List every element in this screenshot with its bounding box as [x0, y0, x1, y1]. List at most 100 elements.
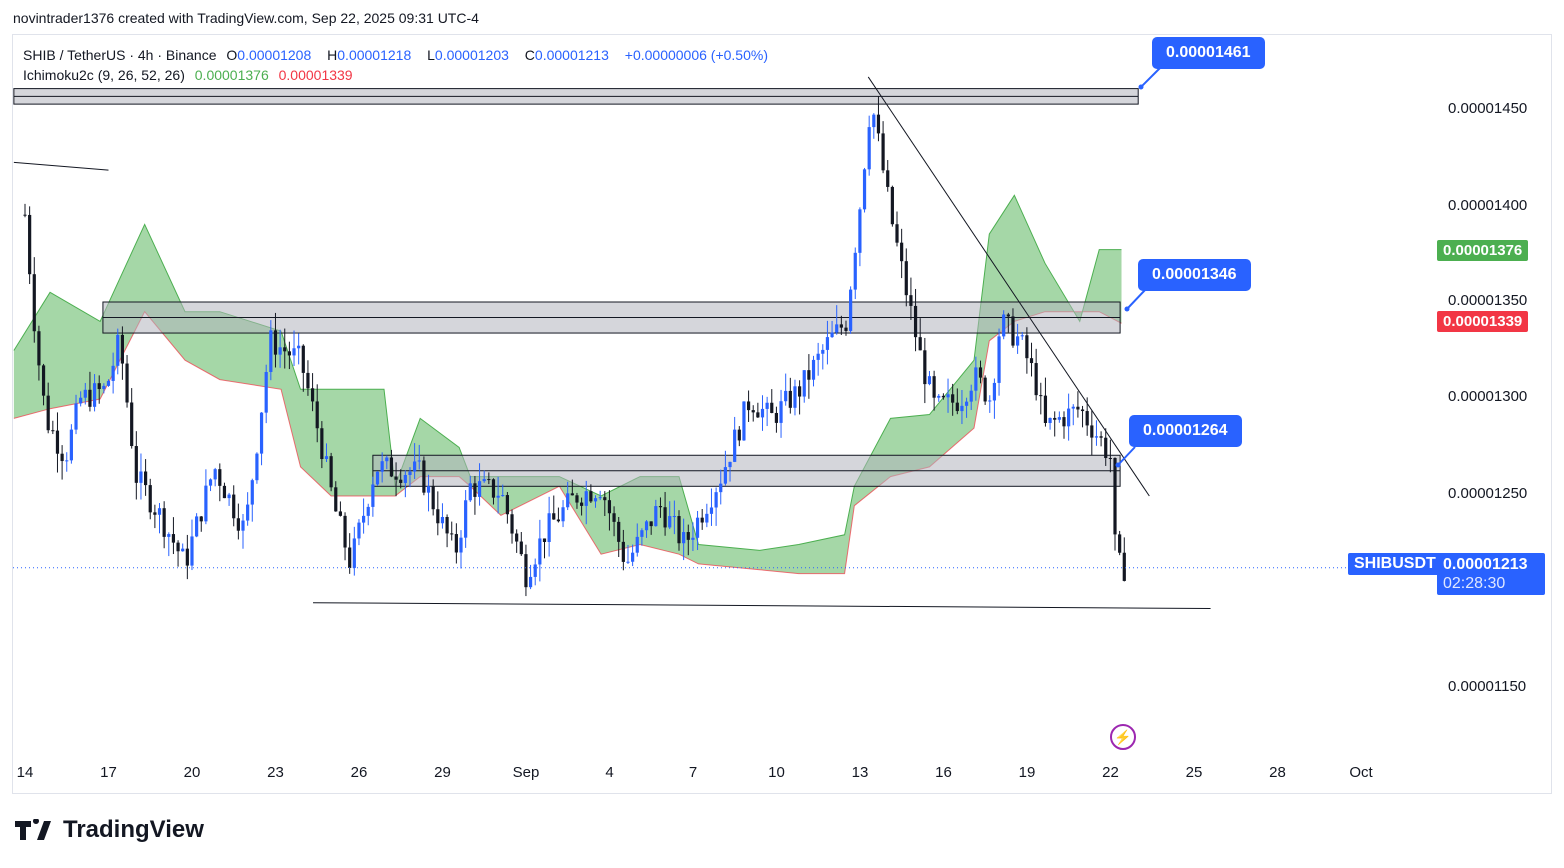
change-value: +0.00000006 (+0.50%) [624, 47, 768, 63]
candle-body [941, 395, 945, 398]
candle-body [695, 517, 700, 538]
candle-body [176, 542, 180, 552]
trendline [867, 76, 1150, 497]
candle-body [320, 428, 324, 460]
ichimoku-b-badge: 0.00001339 [1437, 311, 1529, 332]
candle-body [825, 337, 830, 350]
candle-body [436, 509, 440, 524]
candle-body [524, 554, 528, 588]
candle-body [157, 508, 162, 515]
candle-body [663, 507, 667, 528]
candle-body [32, 274, 36, 332]
candle-body [709, 507, 714, 514]
candle-body [978, 367, 983, 378]
price-callout[interactable]: 0.00001264 [1129, 415, 1242, 447]
candle-body [55, 430, 60, 454]
candle-body [301, 345, 305, 373]
candle-body [60, 453, 64, 462]
candle-body [195, 516, 199, 537]
high-label: H [327, 47, 338, 63]
candle-body [306, 372, 310, 389]
candle-body [505, 495, 509, 515]
candle-body [468, 483, 472, 501]
candle-body [97, 383, 101, 390]
price-callout[interactable]: 0.00001461 [1152, 37, 1265, 69]
candle-body [389, 457, 394, 477]
current-price-badge: 0.00001213 02:28:30 [1437, 553, 1545, 595]
candle-body [1016, 336, 1020, 346]
candle-body [204, 485, 208, 522]
open-label: O [226, 47, 238, 63]
candle-body [700, 517, 704, 523]
candle-body [635, 536, 639, 553]
symbol-info[interactable]: SHIB / TetherUS · 4h · Binance [23, 47, 217, 63]
candle-body [751, 410, 755, 413]
candle-body [120, 334, 125, 364]
candle-body [255, 453, 259, 481]
candle-body [909, 295, 913, 306]
candle-body [960, 405, 964, 412]
candle-body [1029, 358, 1034, 364]
candle-body [1108, 458, 1112, 460]
candle-body [190, 536, 194, 566]
candle-body [603, 497, 607, 501]
candle-body [927, 376, 932, 385]
ichimoku-span-b [13, 310, 1122, 575]
candle-body [1006, 314, 1010, 317]
candle-body [858, 209, 862, 253]
candle-body [821, 349, 825, 354]
trendline [13, 161, 109, 171]
candle-body [923, 350, 927, 385]
candle-body [992, 382, 997, 401]
candle-body [487, 479, 491, 481]
logo-text: TradingView [63, 816, 204, 843]
candle-body [570, 493, 574, 496]
candle-body [1053, 417, 1057, 420]
date-tick: Oct [1349, 764, 1373, 781]
date-tick: 16 [935, 764, 952, 781]
candle-body [770, 402, 774, 413]
candle-body [756, 412, 760, 418]
candle-body [37, 331, 41, 366]
lightning-icon[interactable]: ⚡ [1110, 724, 1136, 750]
candle-body [974, 367, 978, 391]
price-callout[interactable]: 0.00001346 [1138, 259, 1251, 291]
candle-body [477, 481, 482, 497]
price-tick: 0.00001150 [1448, 678, 1527, 695]
date-tick: 14 [16, 764, 34, 781]
candle-body [501, 495, 505, 497]
candle-body [283, 347, 287, 352]
candle-body [644, 521, 649, 531]
candle-body [69, 429, 73, 461]
candle-body [162, 508, 166, 537]
candle-body [385, 457, 389, 462]
candle-body [1011, 316, 1015, 346]
candle-body [366, 506, 370, 516]
candle-body [473, 483, 477, 497]
candle-body [1080, 409, 1085, 412]
tradingview-logo[interactable]: TradingView [15, 816, 204, 844]
candle-body [361, 515, 366, 523]
candle-body [445, 516, 449, 534]
candle-body [310, 388, 315, 402]
candle-body [1076, 406, 1080, 410]
candle-body [440, 516, 445, 524]
candle-body [83, 389, 87, 398]
candle-body [208, 479, 213, 486]
candle-body [1062, 417, 1066, 427]
candle-body [464, 500, 468, 538]
indicator-name[interactable]: Ichimoku2c (9, 26, 52, 26) [23, 67, 185, 83]
candle-body [872, 114, 876, 128]
candle-body [890, 186, 894, 225]
candle-body [561, 507, 565, 522]
candle-body [900, 242, 904, 262]
candle-body [649, 521, 653, 527]
candle-body [691, 537, 695, 540]
candle-body [955, 402, 959, 412]
candle-body [287, 351, 291, 356]
candle-body [1025, 335, 1029, 359]
chart-frame[interactable] [12, 34, 1552, 794]
close-value: 0.00001213 [534, 47, 609, 63]
date-tick: 13 [851, 764, 869, 781]
